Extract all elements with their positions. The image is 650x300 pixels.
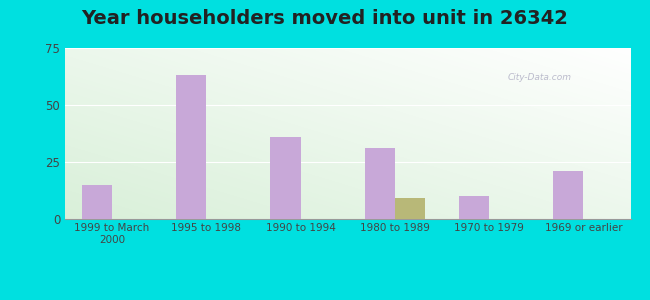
Bar [459, 196, 489, 219]
Bar [365, 148, 395, 219]
Text: City-Data.com: City-Data.com [508, 74, 571, 82]
Bar [553, 171, 584, 219]
Text: Year householders moved into unit in 26342: Year householders moved into unit in 263… [81, 9, 569, 28]
Bar [176, 75, 206, 219]
Bar [395, 199, 425, 219]
Bar [270, 137, 300, 219]
Bar [82, 185, 112, 219]
